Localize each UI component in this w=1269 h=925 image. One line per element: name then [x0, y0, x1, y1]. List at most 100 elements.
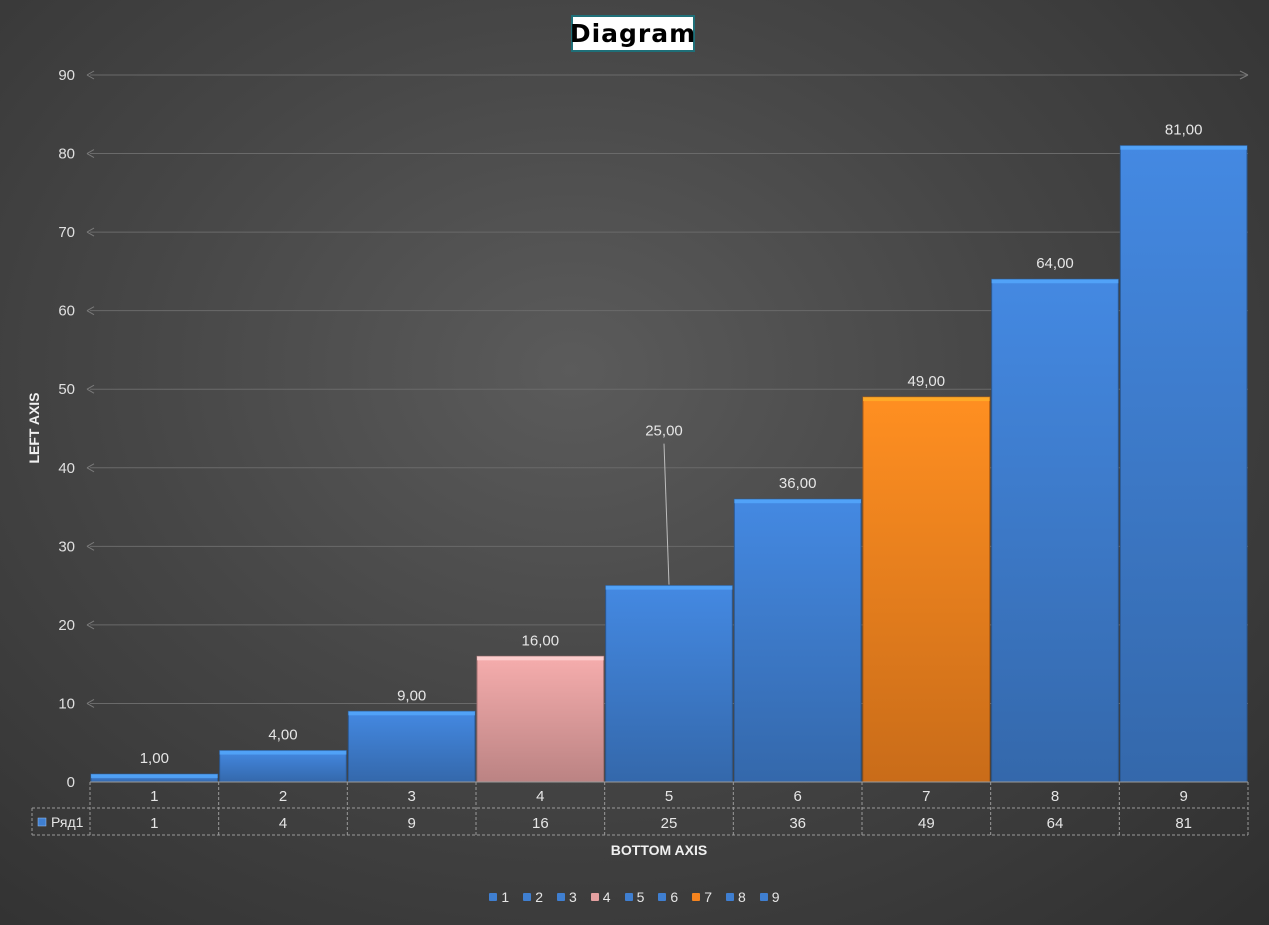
bar	[1119, 145, 1248, 783]
data-label: 9,00	[397, 687, 426, 704]
legend-swatch	[759, 893, 768, 901]
gridline-arrow-left	[86, 70, 95, 76]
x-tick-label: 8	[1051, 788, 1059, 805]
table-value: 16	[532, 815, 549, 832]
gridline-arrow-left	[86, 306, 95, 312]
gridline-arrow-left	[86, 231, 95, 237]
gridline-arrow-left	[86, 541, 95, 547]
legend-item: 2	[523, 889, 543, 905]
legend-item: 1	[489, 889, 509, 905]
bar	[991, 278, 1119, 783]
data-label: 64,00	[1036, 255, 1074, 272]
legend-label: 3	[569, 889, 577, 905]
table-value: 81	[1175, 815, 1192, 832]
y-tick-label: 50	[58, 381, 75, 398]
legend-swatch	[523, 893, 532, 901]
x-tick-label: 7	[922, 788, 930, 805]
legend-swatch	[692, 893, 701, 901]
table-value: 9	[407, 815, 415, 832]
gridline-arrow-left	[86, 384, 95, 390]
bar	[219, 750, 347, 783]
bar-highlight	[348, 711, 475, 716]
bar	[476, 655, 605, 783]
gridline-arrow-left	[86, 463, 95, 469]
x-tick-label: 3	[407, 788, 415, 805]
y-tick-label: 80	[58, 146, 75, 163]
table-value: 36	[789, 815, 806, 832]
legend-label: 9	[771, 889, 780, 905]
data-label: 49,00	[908, 373, 946, 390]
table-value: 4	[279, 815, 287, 832]
bar-highlight	[991, 279, 1119, 284]
legend-item: 9	[759, 889, 780, 905]
legend-label: 7	[704, 889, 712, 905]
bar-highlight	[605, 585, 733, 590]
legend-swatch	[590, 893, 599, 901]
chart-legend: 1 2 3 4 5 6 7 8 9	[0, 889, 1269, 905]
table-value: 64	[1047, 815, 1064, 832]
bar	[862, 396, 991, 783]
axis-arrow-right	[1239, 74, 1249, 80]
bar	[605, 585, 733, 783]
y-axis-title: LEFT AXIS	[26, 392, 42, 463]
legend-swatch	[489, 893, 498, 901]
gridline-arrow-left	[86, 153, 95, 158]
data-label: 81,00	[1165, 122, 1203, 139]
data-label: 16,00	[522, 632, 560, 649]
x-tick-label: 9	[1179, 788, 1187, 805]
data-label-leader	[663, 443, 670, 585]
gridline-arrow-left	[86, 703, 95, 708]
gridline-arrow-left	[86, 699, 95, 704]
series-key-swatch	[37, 817, 47, 827]
legend-item: 7	[692, 889, 712, 905]
bar-highlight	[863, 397, 990, 402]
gridline-arrow-left	[86, 388, 95, 394]
axis-arrow-right	[1239, 70, 1249, 76]
x-tick-label: 6	[793, 788, 801, 805]
legend-label: 5	[636, 889, 645, 905]
y-tick-label: 40	[58, 460, 75, 477]
x-tick-label: 1	[150, 788, 158, 805]
gridline-arrow-left	[86, 310, 95, 316]
legend-swatch	[624, 893, 633, 901]
data-label: 1,00	[140, 750, 169, 767]
y-tick-label: 60	[58, 303, 75, 320]
legend-swatch	[658, 893, 667, 901]
bar-highlight	[734, 499, 861, 504]
series-name: Ряд1	[51, 814, 84, 830]
y-tick-label: 70	[58, 224, 75, 241]
legend-swatch	[725, 893, 734, 901]
legend-item: 6	[658, 889, 678, 905]
y-tick-label: 0	[67, 774, 75, 791]
gridline-arrow-left	[86, 74, 95, 80]
bar-highlight	[91, 774, 218, 779]
table-value: 25	[661, 815, 678, 832]
legend-label: 8	[737, 889, 746, 905]
bar-highlight	[219, 750, 347, 755]
gridline-arrow-left	[86, 227, 95, 233]
legend-swatch	[557, 893, 565, 901]
table-value: 1	[150, 815, 158, 832]
y-tick-label: 30	[58, 538, 75, 555]
gridline-arrow-left	[86, 467, 95, 473]
chart-title: Diagram	[570, 15, 695, 52]
legend-item: 4	[590, 889, 611, 905]
bar-highlight	[477, 656, 604, 661]
legend-item: 3	[557, 889, 577, 905]
legend-label: 6	[670, 889, 679, 905]
data-label: 4,00	[268, 727, 297, 744]
x-tick-label: 2	[279, 788, 287, 805]
x-tick-label: 5	[665, 788, 673, 805]
data-label: 36,00	[779, 475, 817, 492]
y-tick-label: 90	[58, 67, 75, 84]
y-tick-label: 10	[58, 695, 75, 712]
gridline-arrow-left	[86, 620, 95, 626]
legend-item: 5	[624, 889, 645, 905]
bar	[733, 498, 862, 783]
table-value: 49	[918, 815, 935, 832]
gridline-arrow-left	[86, 545, 95, 551]
x-axis-title: BOTTOM AXIS	[611, 842, 707, 858]
gridline-arrow-left	[86, 624, 95, 630]
